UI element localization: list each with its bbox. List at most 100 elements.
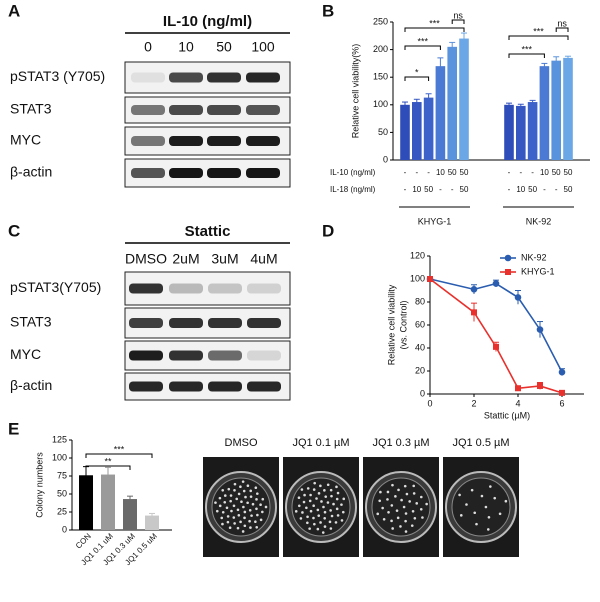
colony — [335, 485, 338, 489]
colony — [226, 515, 230, 518]
colony — [246, 501, 249, 505]
colony — [382, 517, 386, 521]
colony — [255, 525, 259, 529]
colony — [340, 503, 343, 506]
blot-band — [131, 72, 165, 83]
bar — [516, 105, 526, 160]
blot-band — [207, 105, 241, 115]
error-bar — [449, 41, 456, 52]
error-bar — [553, 56, 560, 65]
colony — [240, 500, 243, 504]
significance-label: *** — [417, 36, 428, 46]
bar — [412, 102, 422, 160]
colony — [305, 506, 308, 510]
colony — [302, 500, 306, 504]
colony — [498, 512, 502, 516]
colony — [237, 492, 241, 496]
legend-entry: NK-92 — [500, 252, 547, 262]
dish-well — [451, 477, 511, 537]
significance-bracket — [404, 27, 465, 32]
colony — [230, 509, 233, 513]
colony — [312, 516, 315, 520]
colony — [256, 492, 259, 495]
colony — [412, 484, 416, 488]
blot-band — [169, 72, 203, 83]
group-label: KHYG-1 — [418, 216, 452, 226]
point — [558, 368, 566, 376]
y-tick-label: 20 — [415, 365, 425, 375]
colony — [329, 509, 332, 512]
y-tick-label: 200 — [373, 44, 388, 54]
error-bar — [517, 103, 524, 108]
colony — [386, 498, 389, 501]
condition-value: - — [531, 168, 534, 177]
colony — [387, 510, 390, 514]
colony — [378, 499, 382, 503]
colony — [249, 526, 252, 529]
x-tick-label: 4 — [515, 398, 520, 408]
colony — [335, 497, 339, 501]
colony — [255, 507, 258, 511]
significance-label: *** — [114, 444, 125, 454]
point — [493, 343, 499, 350]
colony — [486, 528, 490, 531]
colony — [248, 508, 252, 512]
colony — [300, 488, 304, 491]
error-bar — [541, 62, 548, 69]
colony — [226, 520, 230, 524]
condition-value: 10 — [436, 168, 445, 177]
blot-band — [246, 72, 280, 83]
colony — [251, 502, 255, 506]
colony — [484, 505, 488, 509]
y-tick-label: 120 — [410, 250, 425, 260]
image-label: JQ1 0.3 µM — [372, 437, 429, 449]
colony — [493, 496, 497, 500]
bar — [539, 66, 550, 160]
blot-band — [246, 105, 280, 115]
blot-band — [208, 283, 242, 294]
colony — [303, 493, 306, 497]
y-axis-label: Relative cell viability — [386, 284, 396, 365]
colony — [299, 517, 303, 520]
colony — [227, 487, 231, 491]
colony — [243, 516, 246, 520]
colony — [504, 499, 508, 503]
legend-marker — [505, 269, 511, 275]
colony — [332, 502, 335, 506]
y-tick-label: 150 — [373, 72, 388, 82]
significance-bracket — [555, 27, 569, 32]
colony — [313, 481, 316, 485]
colony — [419, 508, 423, 511]
colony — [239, 485, 242, 489]
blot-band — [129, 350, 163, 361]
condition-value: 50 — [552, 168, 561, 177]
condition-value: 50 — [460, 185, 469, 194]
condition-value: 10 — [516, 185, 525, 194]
lane-label: 4uM — [250, 251, 277, 267]
blot-band — [131, 136, 165, 146]
bar — [551, 60, 561, 160]
condition-value: - — [404, 168, 407, 177]
blot-band — [246, 168, 280, 178]
colony — [399, 525, 402, 528]
colony — [248, 519, 251, 523]
colony — [376, 512, 380, 516]
colony — [236, 526, 240, 530]
significance-bracket — [508, 53, 545, 58]
colony — [329, 488, 333, 492]
colony — [312, 504, 315, 508]
colony — [322, 505, 325, 509]
significance-label: ns — [557, 18, 567, 28]
colony — [223, 494, 227, 497]
significance-label: *** — [429, 18, 440, 28]
colony — [235, 497, 239, 501]
colony — [218, 496, 222, 500]
image-label: JQ1 0.1 µM — [292, 437, 349, 449]
error-bar — [425, 93, 432, 102]
y-tick-label: 0 — [62, 524, 67, 534]
blot-band — [246, 136, 280, 146]
colony — [243, 510, 247, 514]
colony — [264, 505, 268, 509]
colony — [261, 510, 264, 514]
